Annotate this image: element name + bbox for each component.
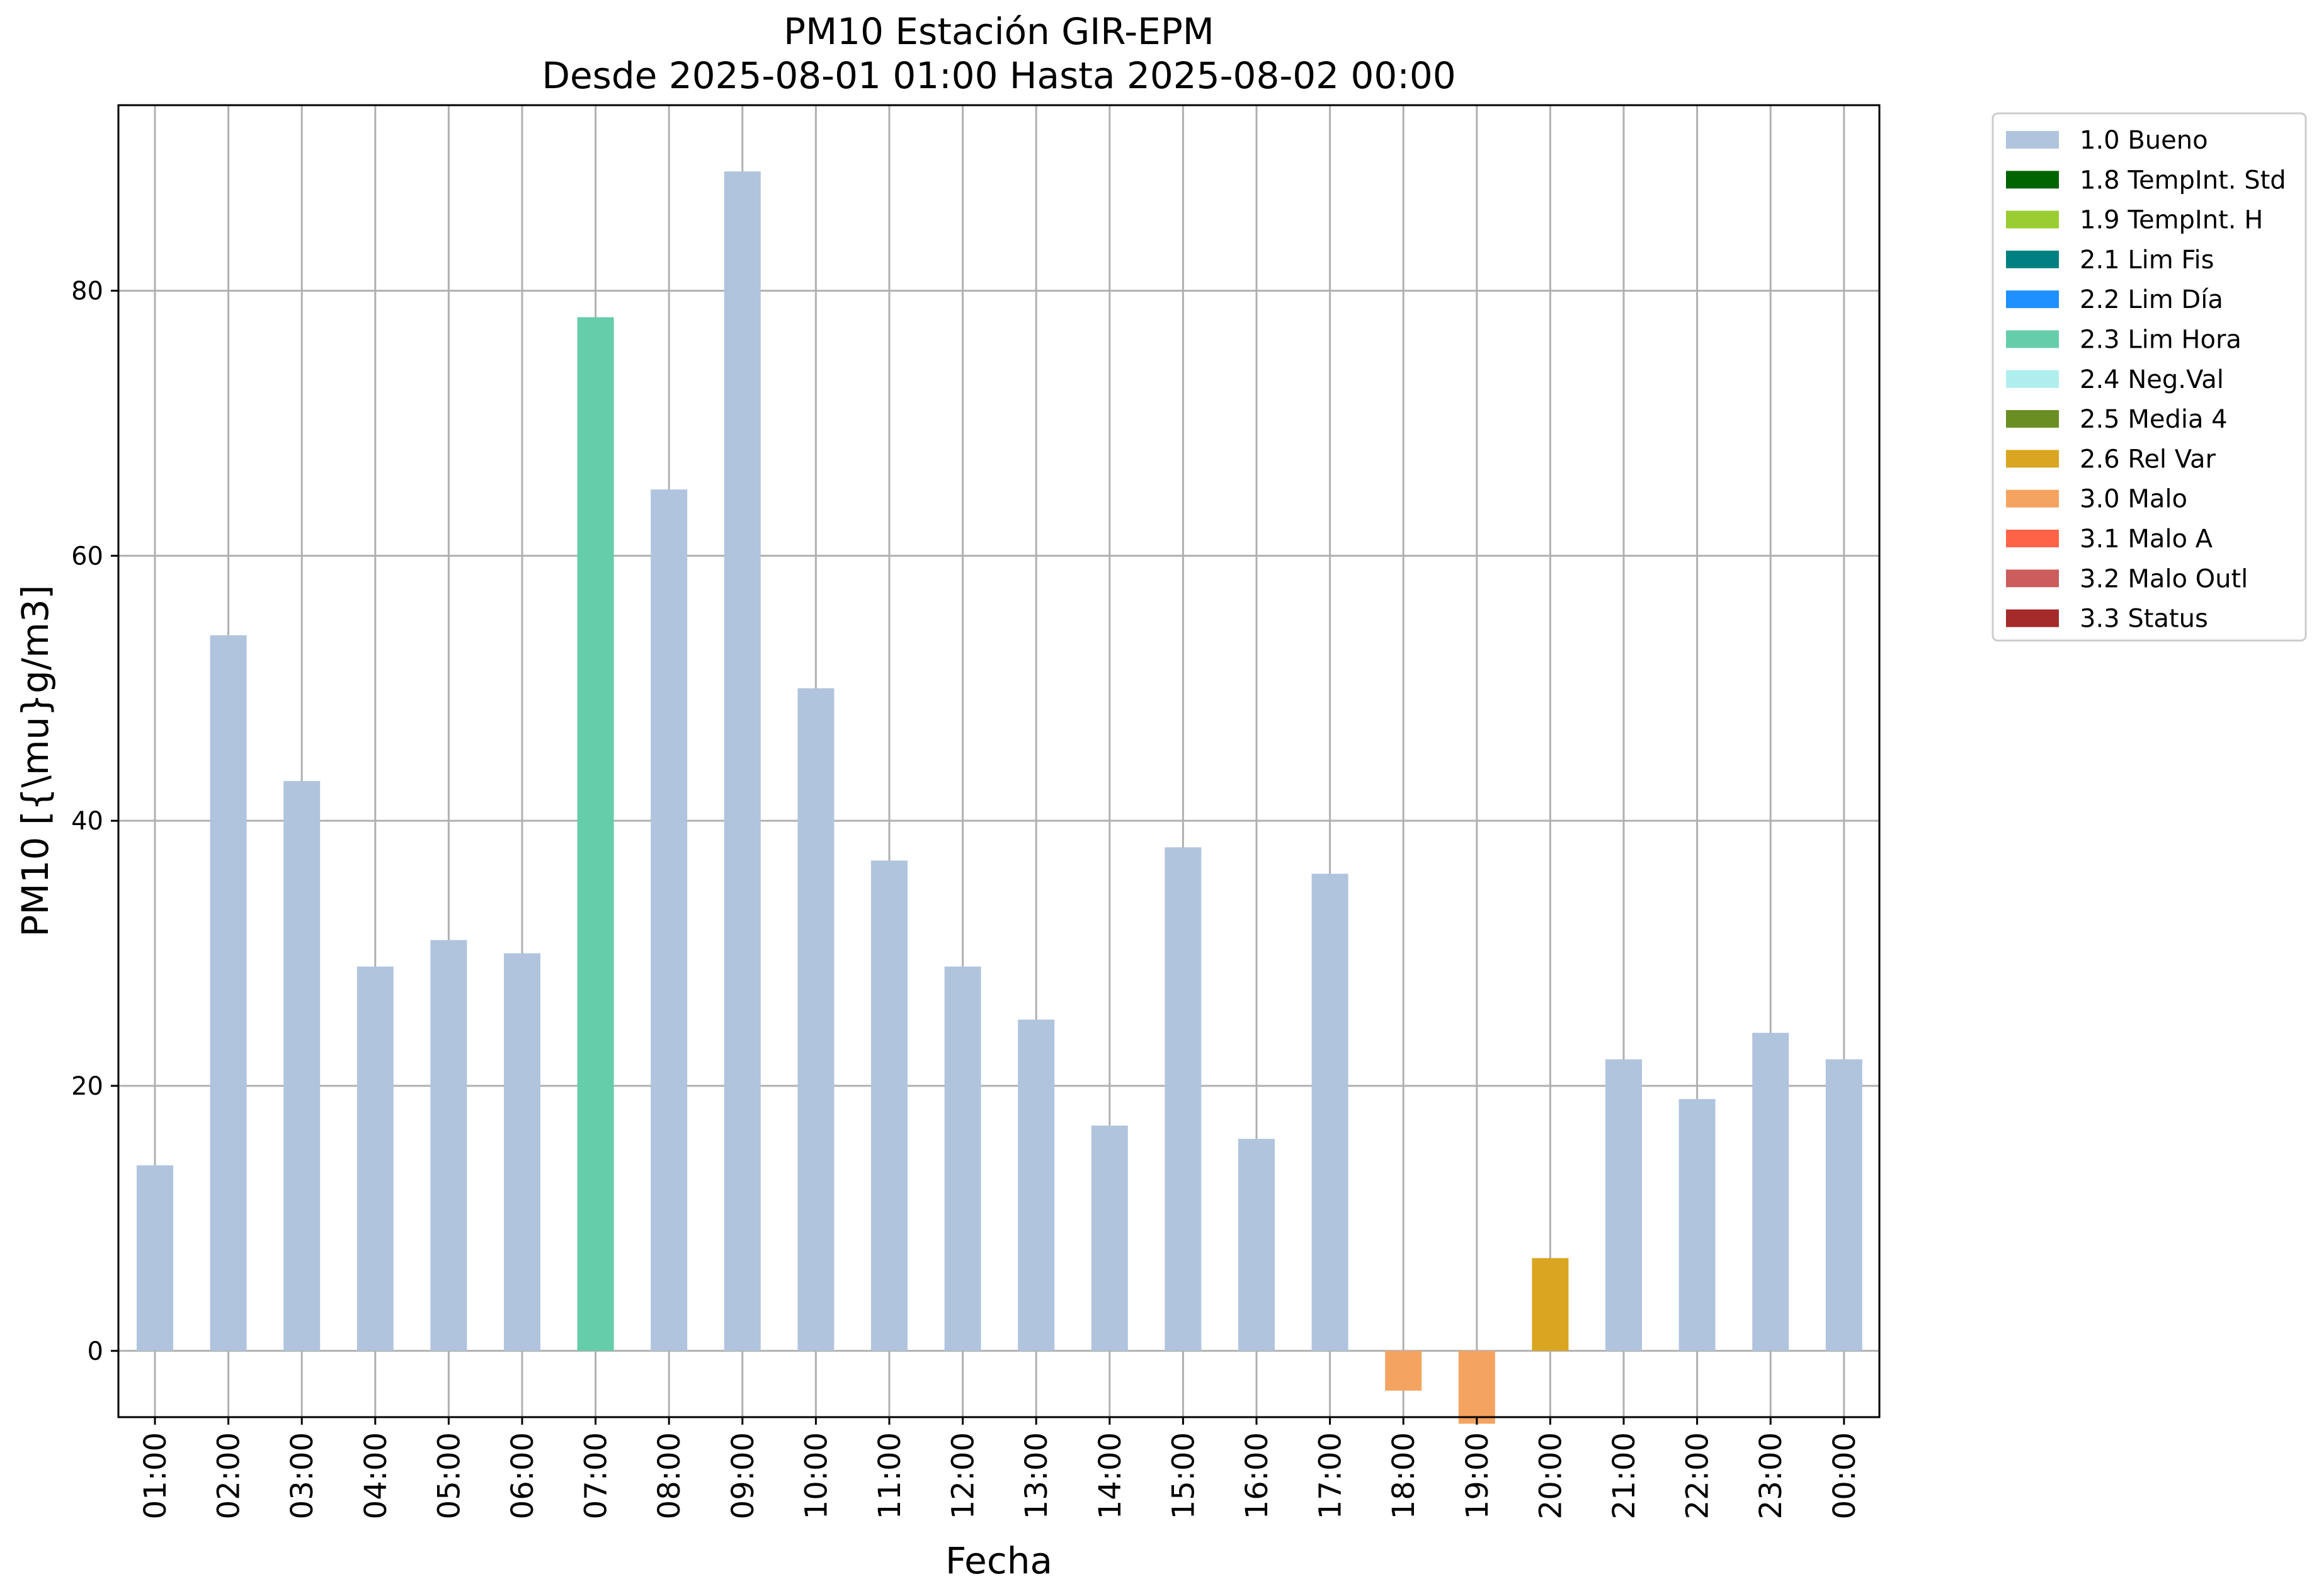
legend-label: 3.2 Malo Outl: [2080, 564, 2248, 593]
legend-swatch: [2006, 210, 2059, 229]
x-tick-label: 07:00: [579, 1432, 614, 1519]
bar-1900: [1458, 1350, 1495, 1424]
y-axis-label: PM10 [{\mu}g/m3]: [14, 585, 57, 937]
x-axis-label: Fecha: [945, 1539, 1052, 1582]
legend-swatch: [2006, 609, 2059, 627]
legend-swatch: [2006, 370, 2059, 388]
y-tick-label: 20: [71, 1072, 103, 1101]
legend-label: 2.1 Lim Fis: [2080, 246, 2214, 275]
x-tick-label: 23:00: [1753, 1432, 1789, 1519]
legend-label: 3.0 Malo: [2080, 485, 2187, 514]
legend-swatch: [2006, 489, 2059, 508]
bar-1200: [944, 966, 981, 1351]
bar-0000: [1825, 1059, 1862, 1351]
y-tick-label: 60: [71, 542, 103, 571]
bar-0900: [724, 171, 761, 1351]
bar-0600: [504, 953, 540, 1351]
legend-swatch: [2006, 569, 2059, 588]
bar-0800: [651, 489, 688, 1351]
bar-1000: [797, 688, 835, 1351]
legend-label: 2.6 Rel Var: [2080, 445, 2216, 474]
bar-1500: [1165, 847, 1202, 1351]
bar-2000: [1532, 1258, 1569, 1351]
x-tick-label: 21:00: [1607, 1432, 1642, 1519]
y-tick-label: 0: [88, 1337, 103, 1366]
legend-swatch: [2006, 171, 2059, 189]
plot-frame: [117, 104, 1881, 1418]
x-tick-label: 17:00: [1313, 1432, 1348, 1519]
x-tick-label: 03:00: [285, 1432, 320, 1519]
bar-1100: [871, 860, 908, 1351]
x-tick-label: 11:00: [872, 1432, 908, 1519]
x-tick-label: 14:00: [1093, 1432, 1128, 1519]
chart-title-line1: PM10 Estación GIR-EPM: [783, 10, 1214, 53]
x-tick-label: 05:00: [431, 1432, 467, 1519]
bar-1600: [1238, 1139, 1275, 1351]
bars: [137, 171, 1862, 1424]
legend-label: 2.3 Lim Hora: [2080, 326, 2242, 355]
x-tick-label: 00:00: [1827, 1432, 1862, 1519]
y-tick-label: 40: [71, 807, 103, 836]
bar-0300: [283, 781, 321, 1351]
legend-label: 3.3 Status: [2080, 605, 2208, 634]
y-gridlines: [118, 290, 1879, 1352]
x-tick-label: 10:00: [799, 1432, 834, 1519]
y-axis-ticks: 0 20 40 60 80: [71, 277, 118, 1366]
legend-label: 2.4 Neg.Val: [2080, 365, 2224, 394]
x-tick-label: 12:00: [946, 1432, 981, 1519]
x-axis-ticks: 01:00 02:00 03:00 04:00 05:00 06:00 07:00 08:00…: [138, 1417, 1862, 1519]
legend-swatch: [2006, 131, 2059, 149]
x-tick-label: 06:00: [505, 1432, 540, 1519]
bar-0500: [430, 940, 467, 1351]
legend-swatch: [2006, 290, 2059, 309]
legend-label: 2.2 Lim Día: [2080, 285, 2223, 314]
bar-2200: [1678, 1099, 1716, 1351]
x-tick-label: 18:00: [1386, 1432, 1422, 1519]
bar-0400: [356, 966, 394, 1351]
x-tick-label: 09:00: [726, 1432, 761, 1519]
legend-swatch: [2006, 250, 2059, 268]
x-tick-label: 01:00: [138, 1432, 173, 1519]
x-tick-label: 16:00: [1239, 1432, 1275, 1519]
x-tick-label: 02:00: [212, 1432, 247, 1519]
legend-label: 1.9 TempInt. H: [2080, 206, 2263, 235]
y-tick-label: 80: [71, 277, 103, 306]
chart-title-line2: Desde 2025-08-01 01:00 Hasta 2025-08-02 …: [542, 54, 1456, 97]
legend: 1.0 Bueno 1.8 TempInt. Std 1.9 TempInt. H 2…: [1991, 112, 2307, 642]
x-tick-label: 13:00: [1019, 1432, 1054, 1519]
bar-0100: [137, 1165, 173, 1351]
bar-1700: [1311, 874, 1348, 1351]
x-tick-label: 22:00: [1680, 1432, 1716, 1519]
x-tick-label: 08:00: [652, 1432, 687, 1519]
legend-label: 1.0 Bueno: [2080, 126, 2208, 155]
legend-label: 2.5 Media 4: [2080, 405, 2228, 434]
legend-swatch: [2006, 450, 2059, 468]
x-tick-label: 15:00: [1166, 1432, 1201, 1519]
bar-1300: [1018, 1019, 1055, 1351]
bar-0200: [210, 635, 247, 1351]
bar-1400: [1091, 1126, 1128, 1351]
legend-swatch: [2006, 330, 2059, 348]
x-tick-label: 20:00: [1533, 1432, 1568, 1519]
bar-1800: [1385, 1350, 1422, 1391]
legend-frame: [1991, 112, 2307, 642]
bar-2100: [1605, 1059, 1642, 1351]
legend-label: 1.8 TempInt. Std: [2080, 166, 2286, 195]
legend-label: 3.1 Malo A: [2080, 525, 2213, 554]
x-tick-label: 19:00: [1460, 1432, 1495, 1519]
legend-swatch: [2006, 530, 2059, 547]
bar-0700: [577, 317, 614, 1351]
bar-2300: [1752, 1032, 1789, 1351]
legend-swatch: [2006, 410, 2059, 428]
x-tick-label: 04:00: [358, 1432, 394, 1519]
